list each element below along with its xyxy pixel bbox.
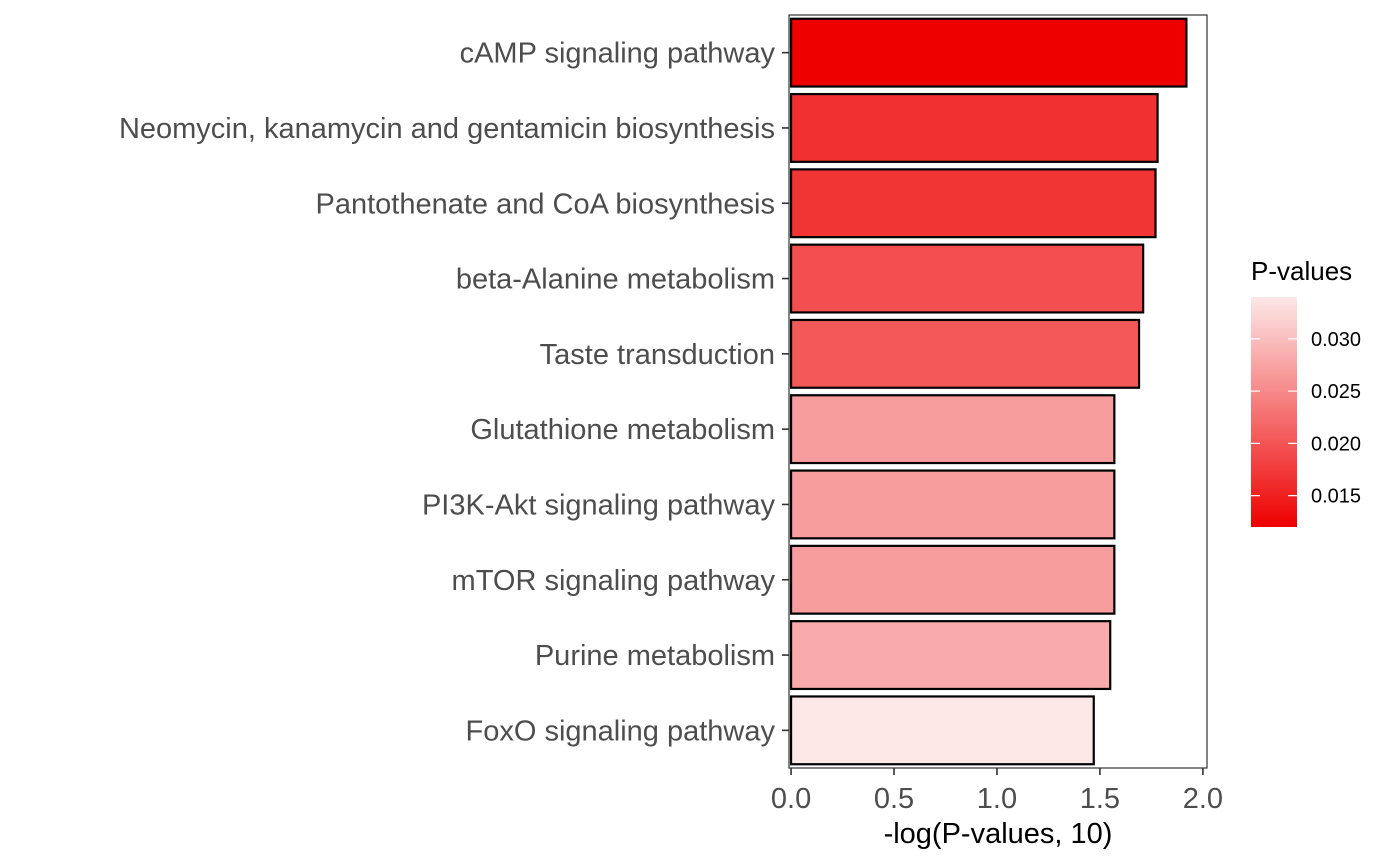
legend-tick-label: 0.020 bbox=[1311, 433, 1361, 455]
category-label: PI3K-Akt signaling pathway bbox=[422, 489, 776, 521]
legend-tick-label: 0.030 bbox=[1311, 329, 1361, 351]
legend-title: P-values bbox=[1251, 256, 1352, 286]
bar bbox=[789, 394, 1116, 465]
legend-colorbar bbox=[1251, 297, 1297, 527]
y-axis: cAMP signaling pathway Neomycin, kanamyci… bbox=[119, 38, 789, 747]
bar bbox=[789, 544, 1116, 615]
x-axis: 0.0 0.5 1.0 1.5 2.0 bbox=[771, 768, 1223, 815]
x-tick-label: 0.0 bbox=[771, 783, 811, 815]
bar bbox=[789, 17, 1188, 88]
legend-tick-label: 0.015 bbox=[1311, 486, 1361, 508]
x-tick-label: 0.5 bbox=[874, 783, 914, 815]
legend-tick-label: 0.025 bbox=[1311, 381, 1361, 403]
bar bbox=[789, 318, 1141, 389]
x-axis-title: -log(P-values, 10) bbox=[884, 818, 1113, 850]
category-label: mTOR signaling pathway bbox=[452, 565, 776, 597]
x-tick-label: 2.0 bbox=[1183, 783, 1223, 815]
bar bbox=[789, 469, 1116, 540]
category-label: Pantothenate and CoA biosynthesis bbox=[316, 188, 776, 220]
bar bbox=[789, 168, 1157, 239]
x-tick-label: 1.0 bbox=[977, 783, 1017, 815]
category-label: Glutathione metabolism bbox=[470, 414, 775, 446]
bars-group bbox=[789, 17, 1188, 766]
category-label: beta-Alanine metabolism bbox=[456, 264, 775, 296]
bar bbox=[789, 243, 1145, 314]
category-label: Neomycin, kanamycin and gentamicin biosy… bbox=[119, 113, 775, 145]
bar bbox=[789, 92, 1159, 163]
x-tick-label: 1.5 bbox=[1080, 783, 1120, 815]
category-label: Purine metabolism bbox=[535, 640, 775, 672]
legend-ticks: 0.015 0.020 0.025 0.030 bbox=[1251, 329, 1361, 508]
category-label: Taste transduction bbox=[540, 339, 775, 371]
bar bbox=[789, 620, 1112, 691]
category-label: cAMP signaling pathway bbox=[460, 38, 776, 70]
color-legend: P-values 0.015 0.020 0.025 0.030 bbox=[1251, 256, 1361, 527]
bar bbox=[789, 695, 1095, 766]
category-label: FoxO signaling pathway bbox=[466, 715, 776, 747]
